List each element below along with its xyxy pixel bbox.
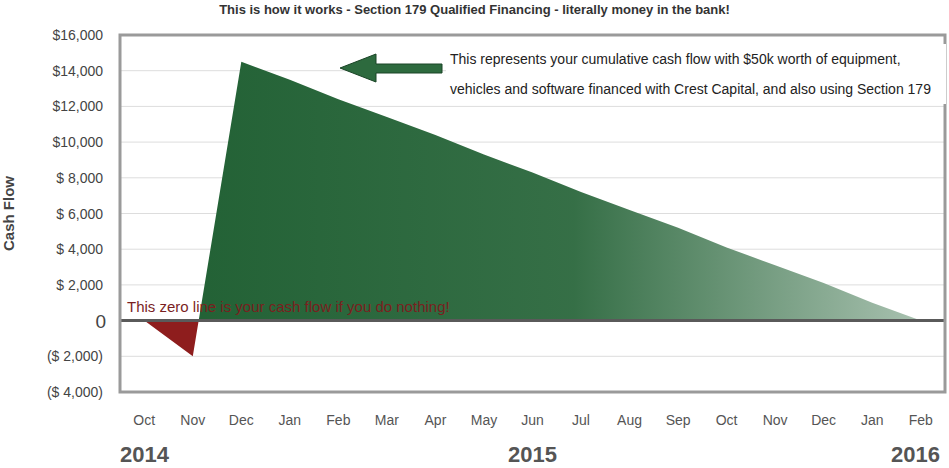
annotation: This represents your cumulative cash flo… xyxy=(446,44,946,104)
x-tick-label: Sep xyxy=(666,412,691,428)
x-tick-label: Apr xyxy=(425,412,447,428)
x-tick-label: Oct xyxy=(716,412,738,428)
x-tick-label: Mar xyxy=(375,412,399,428)
chart-title: This is how it works - Section 179 Quali… xyxy=(219,2,730,17)
x-tick-label: Jun xyxy=(521,412,544,428)
x-tick-label: Jan xyxy=(861,412,884,428)
y-tick-label: $ 4,000 xyxy=(56,241,103,257)
x-tick-label: Nov xyxy=(763,412,788,428)
year-label: 2015 xyxy=(508,442,557,467)
annotation-arrow xyxy=(340,54,442,82)
y-tick-label: 0 xyxy=(95,311,106,332)
plot-background xyxy=(120,35,945,392)
x-tick-label: Jul xyxy=(572,412,590,428)
y-tick-label: $16,000 xyxy=(52,27,103,43)
x-tick-label: Dec xyxy=(811,412,836,428)
x-tick-label: Feb xyxy=(326,412,350,428)
grid-line xyxy=(120,356,945,357)
x-tick-label: Feb xyxy=(909,412,933,428)
y-tick-label: ($ 4,000) xyxy=(47,384,103,400)
y-tick-label: ($ 2,000) xyxy=(47,348,103,364)
year-label: 2014 xyxy=(120,442,170,467)
y-tick-label: $12,000 xyxy=(52,98,103,114)
y-axis-label: Cash Flow xyxy=(0,176,17,251)
x-tick-label: May xyxy=(471,412,497,428)
x-tick-label: Dec xyxy=(229,412,254,428)
x-tick-label: Aug xyxy=(617,412,642,428)
plot-frame xyxy=(120,35,945,392)
y-tick-label: $14,000 xyxy=(52,63,103,79)
page: {"chart_data": { "type": "area", "title"… xyxy=(0,0,949,468)
year-label: 2016 xyxy=(891,442,940,467)
x-tick-label: Jan xyxy=(279,412,302,428)
y-tick-label: $ 2,000 xyxy=(56,277,103,293)
y-tick-label: $10,000 xyxy=(52,134,103,150)
y-tick-label: $ 6,000 xyxy=(56,206,103,222)
zero-line-annotation: This zero line is your cash flow if you … xyxy=(127,298,450,315)
x-tick-label: Oct xyxy=(133,412,155,428)
zero-line xyxy=(120,319,945,322)
y-tick-label: $ 8,000 xyxy=(56,170,103,186)
x-tick-label: Nov xyxy=(180,412,205,428)
